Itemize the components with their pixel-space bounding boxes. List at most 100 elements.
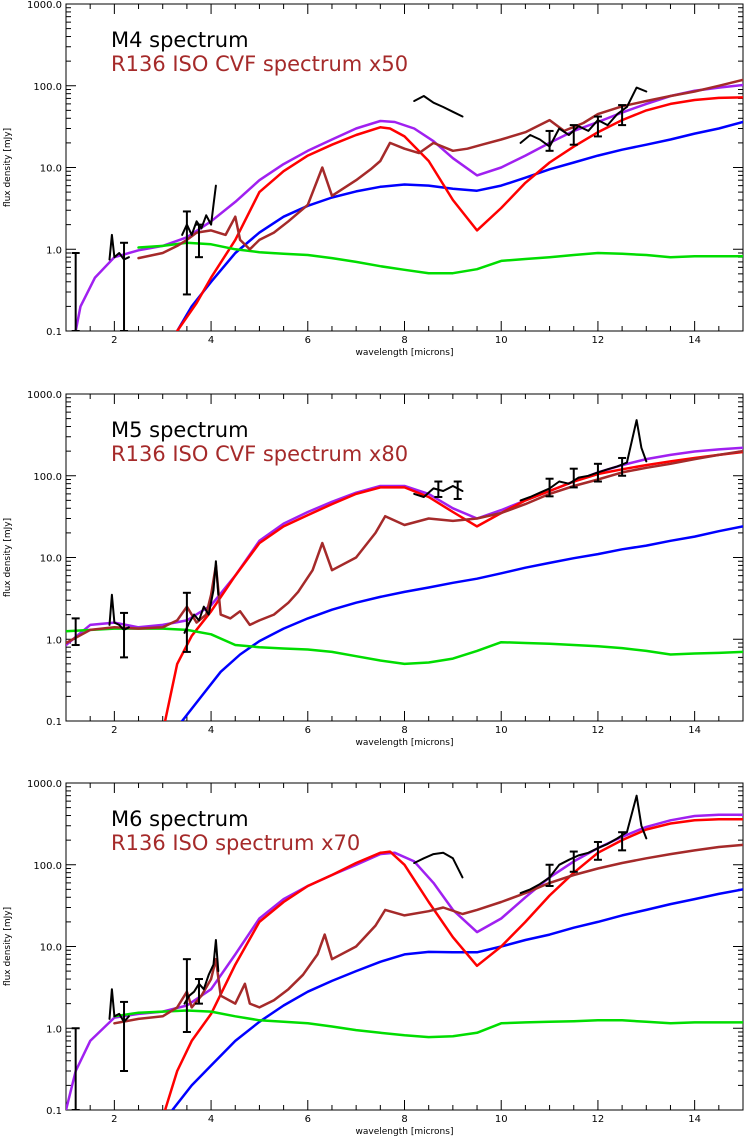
error-bar [194, 978, 203, 1005]
series-line-7 [181, 184, 217, 236]
x-tick-label: 8 [401, 725, 407, 736]
error-bar [569, 467, 578, 489]
y-tick-label: 100.0 [33, 82, 62, 93]
chart-title: M5 spectrum [111, 418, 249, 442]
y-tick-label: 10.0 [40, 943, 62, 954]
error-bar [71, 617, 80, 647]
error-bar [120, 1000, 129, 1072]
series-line-5 [66, 449, 743, 645]
error-bar [593, 115, 602, 138]
error-bar [194, 223, 203, 259]
series-line-1 [66, 446, 743, 647]
y-tick-label: 0.1 [46, 327, 62, 338]
chart-title: M4 spectrum [111, 28, 249, 52]
series-line-2 [175, 120, 743, 331]
x-tick-label: 10 [495, 725, 508, 736]
series-line-7 [183, 939, 220, 1005]
series-line-2 [180, 525, 743, 721]
y-tick-label: 10.0 [40, 554, 62, 565]
error-bar [545, 129, 554, 152]
x-tick-label: 4 [208, 335, 214, 346]
x-tick-label: 4 [208, 725, 214, 736]
error-bar [618, 831, 627, 852]
series-line-9 [519, 86, 648, 148]
series-line-8 [413, 95, 464, 118]
chart-subtitle: R136 ISO spectrum x70 [111, 831, 360, 855]
y-tick-label: 1000.0 [27, 779, 62, 790]
y-tick-label: 100.0 [33, 472, 62, 483]
y-tick-label: 1.0 [46, 635, 62, 646]
series-line-8 [413, 851, 464, 879]
chart-panel-2: 2 4 6 8 10 12 14 0.1 1.0 10.0 100.0 1000.0 wavelengt… [3, 390, 744, 748]
error-bar [618, 456, 627, 477]
y-tick-label: 100.0 [33, 861, 62, 872]
error-bar [71, 251, 80, 331]
x-tick-label: 14 [688, 335, 701, 346]
x-tick-label: 2 [111, 335, 117, 346]
error-bar [120, 241, 129, 331]
x-tick-label: 8 [401, 1114, 407, 1125]
x-tick-label: 6 [305, 725, 311, 736]
error-bar [545, 477, 554, 498]
series-line-9 [519, 794, 648, 895]
chart-subtitle: R136 ISO CVF spectrum x50 [111, 52, 408, 76]
x-tick-label: 6 [305, 1114, 311, 1125]
x-tick-label: 10 [495, 1114, 508, 1125]
error-bar [453, 480, 462, 500]
y-tick-label: 1000.0 [27, 390, 62, 401]
chart-title: M6 spectrum [111, 807, 249, 831]
y-tick-label: 1.0 [46, 1024, 62, 1035]
x-tick-label: 8 [401, 335, 407, 346]
error-bar [569, 850, 578, 873]
x-axis-label: wavelength [microns] [356, 738, 454, 748]
y-axis-label: flux density [mJy] [3, 518, 13, 597]
x-axis-label: wavelength [microns] [356, 1127, 454, 1137]
x-tick-label: 6 [305, 335, 311, 346]
x-tick-label: 2 [111, 725, 117, 736]
y-axis-label: flux density [mJy] [3, 128, 13, 207]
error-bar [434, 480, 443, 498]
error-bar [618, 104, 627, 127]
series-line-2 [171, 888, 743, 1110]
error-bar [569, 124, 578, 146]
y-tick-label: 1000.0 [27, 0, 62, 11]
x-tick-label: 12 [592, 725, 605, 736]
error-bar [182, 958, 191, 1033]
series-line-3 [175, 96, 743, 331]
x-tick-label: 12 [592, 1114, 605, 1125]
series-line-1 [74, 83, 743, 331]
x-tick-label: 2 [111, 1114, 117, 1125]
y-tick-label: 1.0 [46, 245, 62, 256]
series-line-3 [163, 450, 743, 721]
error-bar [593, 840, 602, 861]
series-line-4 [137, 241, 743, 275]
series-line-4 [113, 1009, 743, 1039]
series-group [66, 419, 743, 721]
chart-panel-3: 2 4 6 8 10 12 14 0.1 1.0 10.0 100.0 1000.0 wavelengt… [3, 779, 744, 1137]
y-tick-label: 0.1 [46, 1106, 62, 1117]
error-bar [593, 462, 602, 483]
chart-subtitle: R136 ISO CVF spectrum x80 [111, 442, 408, 466]
error-bar [182, 591, 191, 653]
y-tick-label: 10.0 [40, 164, 62, 175]
error-bar [182, 210, 191, 296]
y-tick-label: 0.1 [46, 717, 62, 728]
x-tick-label: 10 [495, 335, 508, 346]
x-tick-label: 14 [688, 1114, 701, 1125]
y-axis-label: flux density [mJy] [3, 907, 13, 986]
series-line-4 [66, 627, 743, 666]
series-line-7 [183, 560, 220, 634]
x-tick-label: 12 [592, 335, 605, 346]
series-line-5 [113, 843, 743, 1025]
x-axis-label: wavelength [microns] [356, 348, 454, 358]
series-group [71, 78, 743, 331]
error-bar [71, 1027, 80, 1110]
x-tick-label: 4 [208, 1114, 214, 1125]
series-group [66, 794, 743, 1110]
error-bar [545, 863, 554, 887]
chart-panel-1: 2 4 6 8 10 12 14 0.1 1.0 10.0 100.0 1000.0 wavelengt… [3, 0, 744, 358]
x-tick-label: 14 [688, 725, 701, 736]
series-line-3 [163, 818, 743, 1110]
error-bar [120, 611, 129, 659]
